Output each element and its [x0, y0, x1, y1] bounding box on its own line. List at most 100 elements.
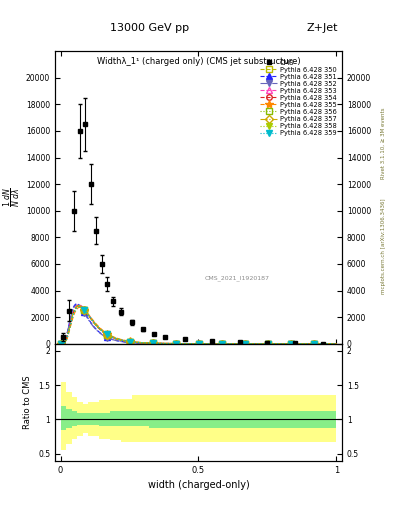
Pythia 6.428 354: [334, 340, 339, 347]
Pythia 6.428 355: [292, 340, 296, 347]
Pythia 6.428 356: [309, 340, 314, 347]
Y-axis label: Ratio to CMS: Ratio to CMS: [24, 375, 33, 429]
X-axis label: width (charged-only): width (charged-only): [148, 480, 249, 490]
Pythia 6.428 353: [309, 340, 314, 347]
Pythia 6.428 358: [60, 340, 64, 347]
Pythia 6.428 358: [59, 340, 64, 347]
Pythia 6.428 354: [228, 340, 233, 347]
Pythia 6.428 355: [309, 340, 314, 347]
Pythia 6.428 357: [60, 340, 64, 347]
Pythia 6.428 359: [59, 340, 64, 347]
Pythia 6.428 352: [223, 340, 228, 347]
Pythia 6.428 355: [77, 304, 82, 310]
Pythia 6.428 352: [59, 340, 64, 347]
Pythia 6.428 353: [228, 340, 233, 347]
Pythia 6.428 350: [292, 340, 296, 347]
Pythia 6.428 354: [224, 340, 228, 347]
Pythia 6.428 356: [59, 340, 64, 347]
Line: Pythia 6.428 350: Pythia 6.428 350: [59, 303, 339, 347]
Pythia 6.428 352: [60, 340, 64, 347]
Line: Pythia 6.428 359: Pythia 6.428 359: [58, 303, 340, 347]
Pythia 6.428 358: [223, 340, 228, 347]
Y-axis label: $\frac{1}{N}\frac{dN}{d\lambda}$: $\frac{1}{N}\frac{dN}{d\lambda}$: [2, 187, 23, 207]
Pythia 6.428 351: [228, 340, 233, 347]
Pythia 6.428 353: [77, 302, 81, 308]
Pythia 6.428 353: [59, 340, 64, 347]
Pythia 6.428 357: [292, 340, 296, 347]
Text: CMS_2021_I1920187: CMS_2021_I1920187: [204, 275, 269, 281]
Pythia 6.428 351: [59, 340, 64, 347]
Pythia 6.428 350: [60, 340, 64, 347]
Pythia 6.428 350: [224, 340, 228, 347]
Pythia 6.428 350: [77, 303, 81, 309]
Pythia 6.428 354: [223, 340, 228, 347]
Pythia 6.428 352: [309, 340, 314, 347]
Pythia 6.428 356: [77, 303, 81, 309]
Text: 13000 GeV pp: 13000 GeV pp: [110, 23, 189, 33]
Text: Z+Jet: Z+Jet: [307, 23, 338, 33]
Pythia 6.428 356: [60, 340, 64, 347]
Pythia 6.428 353: [60, 340, 64, 347]
Pythia 6.428 352: [224, 340, 228, 347]
Pythia 6.428 359: [224, 340, 228, 347]
Pythia 6.428 357: [309, 340, 314, 347]
Pythia 6.428 358: [224, 340, 228, 347]
Pythia 6.428 357: [223, 340, 228, 347]
Pythia 6.428 357: [59, 340, 64, 347]
Pythia 6.428 357: [334, 340, 339, 347]
Pythia 6.428 350: [309, 340, 314, 347]
Pythia 6.428 357: [228, 340, 233, 347]
Pythia 6.428 359: [334, 340, 339, 347]
Pythia 6.428 356: [228, 340, 233, 347]
Pythia 6.428 353: [292, 340, 296, 347]
Pythia 6.428 359: [77, 304, 81, 310]
Text: Widthλ_1¹ (charged only) (CMS jet substructure): Widthλ_1¹ (charged only) (CMS jet substr…: [97, 57, 300, 66]
Pythia 6.428 351: [334, 340, 339, 347]
Pythia 6.428 357: [77, 303, 81, 309]
Pythia 6.428 356: [224, 340, 228, 347]
Pythia 6.428 359: [60, 340, 64, 347]
Pythia 6.428 358: [292, 340, 296, 347]
Pythia 6.428 350: [334, 340, 339, 347]
Line: Pythia 6.428 352: Pythia 6.428 352: [58, 302, 340, 347]
Pythia 6.428 353: [224, 340, 228, 347]
Line: Pythia 6.428 353: Pythia 6.428 353: [58, 302, 340, 347]
Pythia 6.428 355: [224, 340, 228, 347]
Pythia 6.428 351: [292, 340, 296, 347]
Line: Pythia 6.428 354: Pythia 6.428 354: [59, 303, 339, 347]
Line: Pythia 6.428 358: Pythia 6.428 358: [58, 303, 340, 347]
Pythia 6.428 355: [223, 340, 228, 347]
Pythia 6.428 351: [75, 301, 79, 307]
Line: Pythia 6.428 357: Pythia 6.428 357: [59, 303, 339, 347]
Pythia 6.428 351: [60, 340, 64, 347]
Legend: CMS, Pythia 6.428 350, Pythia 6.428 351, Pythia 6.428 352, Pythia 6.428 353, Pyt: CMS, Pythia 6.428 350, Pythia 6.428 351,…: [259, 57, 339, 138]
Pythia 6.428 356: [292, 340, 296, 347]
Pythia 6.428 356: [223, 340, 228, 347]
Pythia 6.428 359: [292, 340, 296, 347]
Pythia 6.428 358: [334, 340, 339, 347]
Pythia 6.428 358: [228, 340, 233, 347]
Line: Pythia 6.428 351: Pythia 6.428 351: [58, 301, 340, 347]
Pythia 6.428 352: [228, 340, 233, 347]
Pythia 6.428 354: [59, 340, 64, 347]
Pythia 6.428 350: [228, 340, 233, 347]
Pythia 6.428 352: [75, 302, 79, 308]
Pythia 6.428 352: [334, 340, 339, 347]
Pythia 6.428 358: [309, 340, 314, 347]
Pythia 6.428 359: [228, 340, 233, 347]
Pythia 6.428 354: [309, 340, 314, 347]
Text: Rivet 3.1.10, ≥ 3M events: Rivet 3.1.10, ≥ 3M events: [381, 108, 386, 179]
Pythia 6.428 355: [59, 340, 64, 347]
Pythia 6.428 357: [224, 340, 228, 347]
Pythia 6.428 353: [223, 340, 228, 347]
Pythia 6.428 355: [334, 340, 339, 347]
Pythia 6.428 354: [60, 340, 64, 347]
Text: mcplots.cern.ch [arXiv:1306.3436]: mcplots.cern.ch [arXiv:1306.3436]: [381, 198, 386, 293]
Pythia 6.428 350: [223, 340, 228, 347]
Pythia 6.428 354: [77, 303, 81, 309]
Pythia 6.428 352: [292, 340, 296, 347]
Pythia 6.428 354: [292, 340, 296, 347]
Pythia 6.428 359: [223, 340, 228, 347]
Pythia 6.428 359: [309, 340, 314, 347]
Pythia 6.428 351: [309, 340, 314, 347]
